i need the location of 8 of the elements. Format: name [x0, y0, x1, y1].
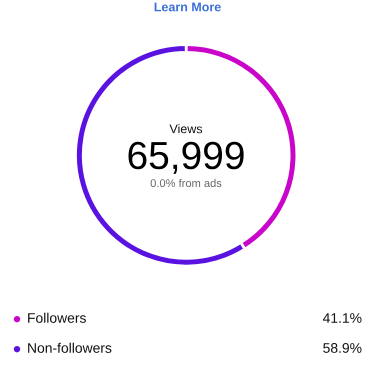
- data-label: 58.9%: [323, 343, 362, 353]
- text: Learn More: [154, 2, 221, 12]
- text: Views: [169, 124, 202, 134]
- data-label: 41.1%: [322, 313, 362, 323]
- legend-label: Followers: [28, 312, 86, 323]
- text: 0.0% from ads: [150, 178, 222, 188]
- text: 65,999: [128, 142, 244, 174]
- legend-label: Non-followers: [28, 342, 112, 353]
